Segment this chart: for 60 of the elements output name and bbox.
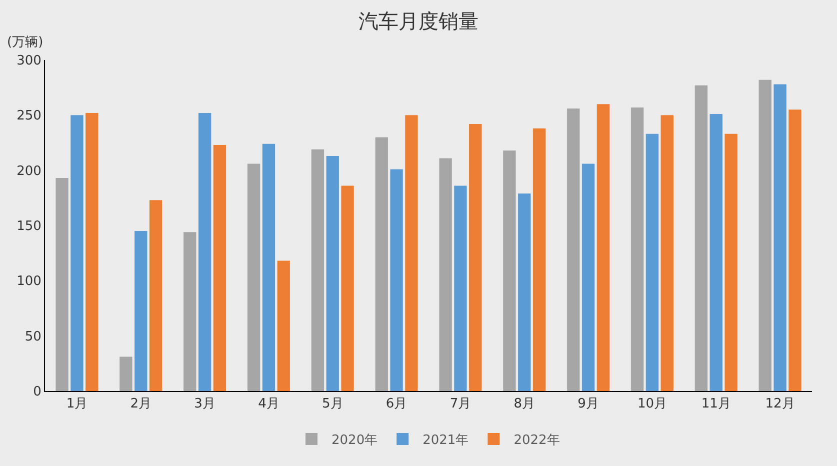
y-tick-label: 250	[16, 108, 42, 124]
bar	[454, 186, 467, 391]
x-tick-label: 10月	[637, 396, 667, 412]
x-tick-label: 9月	[578, 396, 599, 412]
bar	[213, 144, 226, 391]
y-tick-label: 150	[16, 219, 42, 234]
y-tick-label: 300	[16, 54, 42, 69]
legend-label: 2022年	[514, 433, 560, 448]
bar	[247, 164, 260, 391]
bar	[469, 124, 482, 391]
bar	[724, 134, 738, 391]
x-tick-label: 2月	[130, 396, 152, 412]
bar	[660, 115, 674, 391]
y-tick-label: 200	[16, 164, 42, 179]
bar	[341, 186, 354, 391]
chart-title: 汽车月度销量	[358, 8, 478, 33]
x-tick-label: 7月	[450, 396, 472, 412]
bar	[277, 260, 290, 391]
bar	[390, 169, 403, 391]
bar	[70, 115, 84, 391]
bar	[262, 144, 276, 391]
bar	[710, 114, 722, 391]
bar	[86, 112, 98, 391]
y-tick-label: 50	[24, 329, 42, 344]
bar	[120, 356, 132, 391]
bar	[646, 134, 659, 391]
x-tick-label: 5月	[322, 396, 344, 412]
bar	[774, 84, 786, 391]
bar	[630, 107, 644, 391]
bar	[405, 115, 418, 391]
x-tick-label: 1月	[66, 396, 88, 412]
y-tick-label: 100	[16, 274, 42, 290]
bar	[596, 104, 610, 391]
bar	[567, 108, 580, 391]
bar	[788, 110, 802, 391]
bar	[311, 149, 324, 391]
x-tick-label: 6月	[386, 396, 408, 412]
bar	[184, 232, 196, 391]
bar	[758, 80, 772, 391]
bar	[56, 178, 68, 391]
bar	[326, 156, 339, 391]
x-tick-label: 4月	[258, 396, 280, 412]
legend-label: 2020年	[332, 433, 378, 448]
x-tick-label: 8月	[514, 396, 536, 412]
y-axis-title: (万辆)	[7, 35, 44, 50]
bar	[439, 158, 452, 391]
bar	[375, 137, 388, 391]
x-tick-label: 11月	[701, 396, 731, 412]
bar	[582, 164, 595, 391]
bar	[134, 231, 148, 391]
x-tick-label: 3月	[194, 396, 216, 412]
y-tick-label: 0	[33, 384, 42, 400]
bar	[518, 194, 531, 391]
x-tick-label: 12月	[765, 396, 795, 412]
legend-label: 2021年	[422, 433, 469, 448]
bar	[694, 85, 708, 391]
bar	[149, 200, 162, 391]
bar	[503, 150, 516, 391]
bar	[198, 112, 212, 391]
bar	[532, 128, 546, 391]
